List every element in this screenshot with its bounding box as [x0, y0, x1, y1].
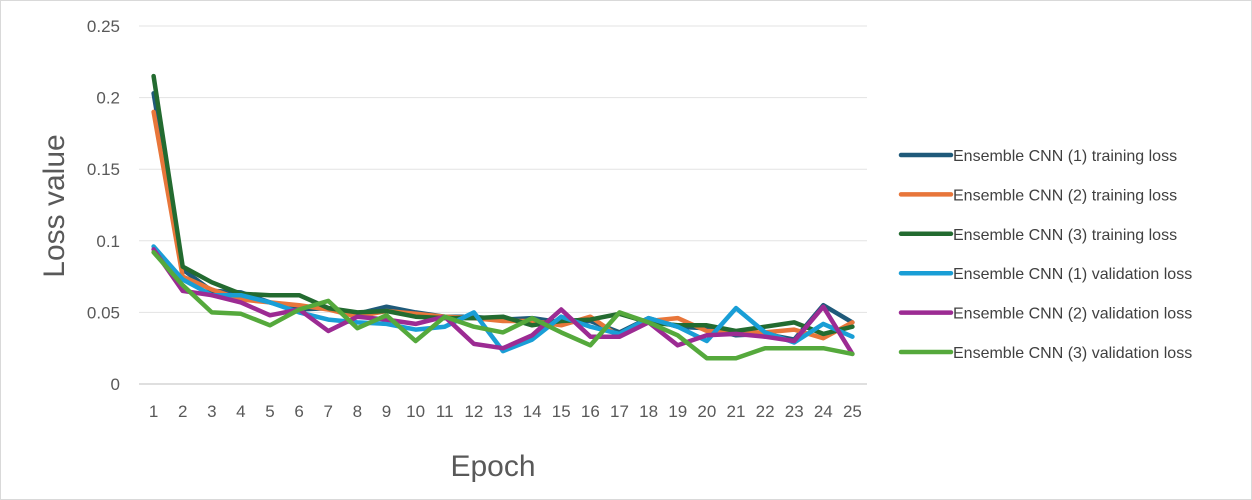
legend-label: Ensemble CNN (3) training loss — [953, 227, 1177, 244]
series-lines — [151, 73, 855, 361]
legend-label: Ensemble CNN (2) validation loss — [953, 306, 1192, 323]
x-tick-label: 13 — [494, 402, 513, 421]
x-tick-label: 18 — [639, 402, 658, 421]
x-tick-label: 9 — [382, 402, 391, 421]
x-tick-label: 20 — [697, 402, 716, 421]
legend: Ensemble CNN (1) training loss Ensemble C… — [898, 148, 1192, 362]
y-tick-label: 0.2 — [96, 89, 120, 108]
x-tick-label: 8 — [353, 402, 362, 421]
legend-label: Ensemble CNN (1) validation loss — [953, 266, 1192, 283]
x-tick-label: 23 — [785, 402, 804, 421]
series-line-2 — [151, 109, 855, 341]
x-axis-title: Epoch — [450, 450, 535, 483]
x-tick-label: 6 — [294, 402, 303, 421]
x-tick-label: 17 — [610, 402, 629, 421]
x-tick-label: 25 — [843, 402, 862, 421]
x-tick-label: 4 — [236, 402, 245, 421]
y-axis-title: Loss value — [38, 134, 71, 277]
x-tick-label: 1 — [149, 402, 158, 421]
x-tick-label: 16 — [581, 402, 600, 421]
x-tick-label: 22 — [756, 402, 775, 421]
x-tick-label: 10 — [406, 402, 425, 421]
y-axis-ticks: 0 0.05 0.1 0.15 0.2 0.25 — [87, 17, 120, 394]
legend-label: Ensemble CNN (1) training loss — [953, 148, 1177, 165]
y-tick-label: 0.05 — [87, 303, 120, 322]
x-tick-label: 11 — [436, 402, 454, 421]
x-tick-label: 3 — [207, 402, 216, 421]
y-tick-label: 0.15 — [87, 160, 120, 179]
legend-label: Ensemble CNN (3) validation loss — [953, 345, 1192, 362]
legend-label: Ensemble CNN (2) training loss — [953, 187, 1177, 204]
x-tick-label: 21 — [726, 402, 745, 421]
y-tick-label: 0.1 — [96, 232, 120, 251]
x-tick-label: 5 — [265, 402, 274, 421]
x-tick-label: 24 — [814, 402, 833, 421]
x-tick-label: 2 — [178, 402, 187, 421]
series-line-3 — [151, 73, 855, 337]
x-tick-label: 19 — [668, 402, 687, 421]
x-tick-label: 12 — [464, 402, 483, 421]
x-tick-label: 15 — [552, 402, 571, 421]
x-axis-ticks: 1 2 3 4 5 6 7 8 9 10 11 12 13 14 15 16 17 18 19 20 21 22 23 24 2… — [149, 402, 862, 421]
series-line-4 — [151, 244, 855, 354]
x-tick-label: 14 — [523, 402, 542, 421]
series-line-5 — [151, 247, 855, 357]
series-line-6 — [151, 250, 855, 361]
y-tick-label: 0 — [111, 375, 120, 394]
x-tick-label: 7 — [324, 402, 333, 421]
y-tick-label: 0.25 — [87, 17, 120, 36]
